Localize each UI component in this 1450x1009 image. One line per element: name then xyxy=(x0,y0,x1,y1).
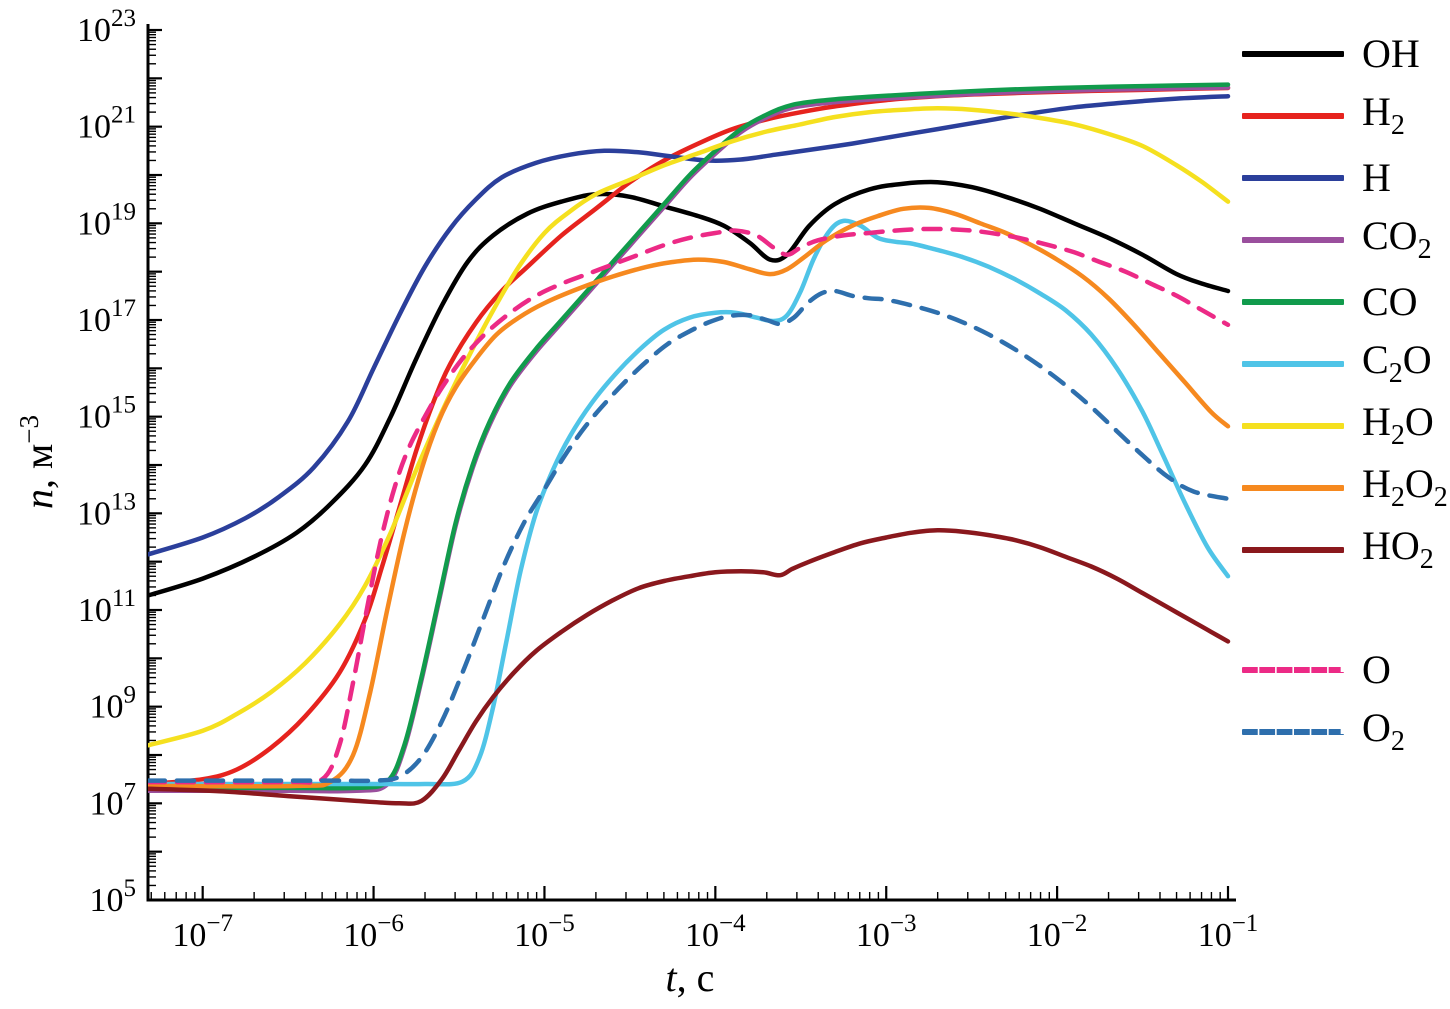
legend-label-h2: H2 xyxy=(1362,89,1405,141)
legend-swatch-co2 xyxy=(1242,237,1344,243)
legend-item-co2: CO2 xyxy=(1242,216,1448,264)
x-tick-label: 10−6 xyxy=(343,910,404,954)
y-tick-label: 107 xyxy=(90,778,137,822)
legend-swatch-h2 xyxy=(1242,113,1344,119)
curve-oh xyxy=(148,179,1231,598)
legend-item-h2: H2 xyxy=(1242,92,1448,140)
x-axis-ticks xyxy=(150,886,1230,900)
curve-h2 xyxy=(148,85,1231,787)
x-tick-label: 10−2 xyxy=(1027,910,1088,954)
legend-label-c2o: C2O xyxy=(1362,337,1432,389)
x-tick-label: 10−4 xyxy=(685,910,746,954)
curve-co2 xyxy=(148,85,1231,794)
legend-item-ho2: HO2 xyxy=(1242,526,1448,574)
y-axis-ticks xyxy=(148,28,162,902)
legend-label-o: O xyxy=(1362,647,1391,692)
legend-label-h2o: H2O xyxy=(1362,399,1434,451)
legend-label-h: H xyxy=(1362,155,1391,200)
x-tick-label: 10−3 xyxy=(856,910,917,954)
legend-label-o2: O2 xyxy=(1362,705,1405,757)
legend-item-o: O xyxy=(1242,650,1448,690)
legend-label-ho2: HO2 xyxy=(1362,523,1434,575)
legend-item-h2o2: H2O2 xyxy=(1242,464,1448,512)
y-axis-unit-exponent: −3 xyxy=(13,414,44,444)
y-axis-variable: n xyxy=(16,489,62,510)
legend-label-co2: CO2 xyxy=(1362,213,1432,265)
legend-swatch-h2o xyxy=(1242,423,1344,429)
x-tick-label: 10−7 xyxy=(172,910,233,954)
x-axis-variable: t xyxy=(665,955,677,1000)
legend-swatch-h2o2 xyxy=(1242,485,1344,491)
y-tick-label: 1015 xyxy=(77,392,136,436)
curves xyxy=(148,82,1231,806)
legend-label-oh: OH xyxy=(1362,31,1420,76)
y-tick-label: 1023 xyxy=(77,5,136,49)
curve-c2o xyxy=(148,218,1231,787)
curve-o xyxy=(148,226,1231,785)
curve-h2o xyxy=(148,106,1231,748)
y-tick-label: 1013 xyxy=(77,488,136,532)
y-axis-unit: , м xyxy=(16,443,62,490)
x-tick-label: 10−1 xyxy=(1198,910,1259,954)
x-tick-label: 10−5 xyxy=(514,910,575,954)
legend-swatch-ho2 xyxy=(1242,547,1344,553)
legend-swatch-oh xyxy=(1242,51,1344,57)
curve-o2 xyxy=(148,288,1231,784)
legend-item-oh: OH xyxy=(1242,34,1448,74)
curve-co xyxy=(148,82,1231,791)
y-tick-label: 109 xyxy=(90,682,137,726)
y-axis-title: n, м−3 xyxy=(14,415,62,509)
legend-item-h: H xyxy=(1242,158,1448,198)
legend-label-co: CO xyxy=(1362,279,1418,324)
y-tick-label: 1011 xyxy=(78,585,136,629)
curve-h2o2 xyxy=(148,205,1231,789)
x-axis-title: t, с xyxy=(666,954,715,1001)
y-tick-label: 1017 xyxy=(77,295,136,339)
legend: OH H2 H CO2 CO C2O H2O H2O2 HO2 O O2 xyxy=(1242,34,1448,756)
legend-swatch-o2 xyxy=(1242,729,1344,735)
legend-swatch-o xyxy=(1242,667,1344,673)
legend-swatch-co xyxy=(1242,299,1344,305)
legend-swatch-h xyxy=(1242,175,1344,181)
y-tick-label: 105 xyxy=(90,875,137,919)
curve-ho2 xyxy=(148,528,1231,806)
curve-h xyxy=(148,93,1231,557)
y-tick-label: 1019 xyxy=(77,198,136,242)
legend-item-h2o: H2O xyxy=(1242,402,1448,450)
x-axis-unit: , с xyxy=(676,955,715,1000)
legend-item-c2o: C2O xyxy=(1242,340,1448,388)
legend-item-co: CO xyxy=(1242,282,1448,322)
legend-swatch-c2o xyxy=(1242,361,1344,367)
legend-label-h2o2: H2O2 xyxy=(1362,461,1448,513)
y-tick-label: 1021 xyxy=(77,102,136,146)
legend-item-o2: O2 xyxy=(1242,708,1448,756)
